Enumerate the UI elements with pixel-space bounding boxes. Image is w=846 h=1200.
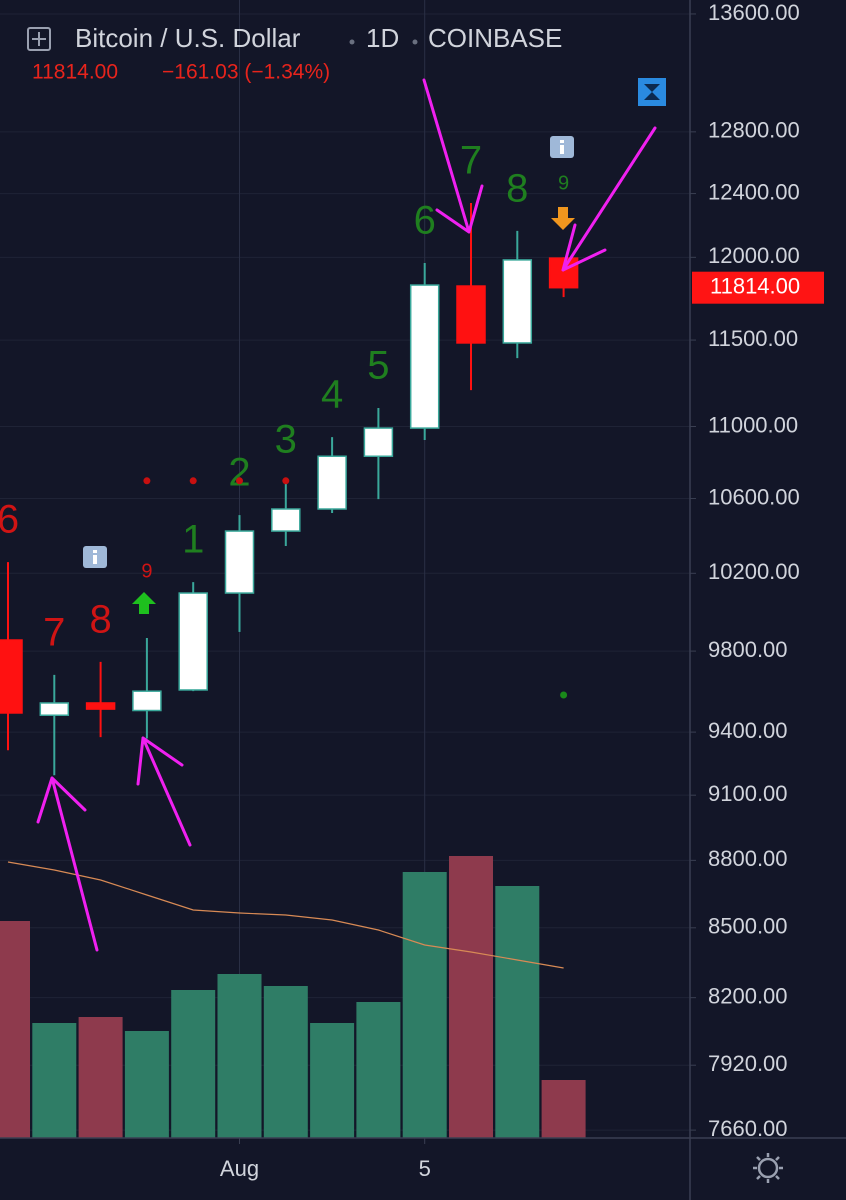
candles	[0, 202, 579, 776]
buy-arrow	[132, 592, 156, 614]
td-count: 6	[414, 199, 436, 243]
hourglass-icon[interactable]	[638, 78, 666, 106]
y-tick-label: 10600.00	[708, 484, 800, 509]
interval: 1D	[366, 23, 399, 53]
y-tick-label: 9400.00	[708, 718, 788, 743]
td-count: 3	[275, 417, 297, 461]
x-tick-label: Aug	[220, 1156, 259, 1181]
y-tick-label: 12400.00	[708, 179, 800, 204]
annotation-arrows	[36, 78, 657, 952]
td-support-dot	[560, 691, 568, 699]
candle-body	[456, 285, 486, 344]
candle-body	[409, 284, 440, 429]
volume-bar	[402, 872, 447, 1138]
td-count: 7	[460, 139, 482, 183]
y-tick-label: 7920.00	[708, 1051, 788, 1076]
td-count: 8	[89, 597, 111, 641]
y-tick-label: 11500.00	[708, 326, 798, 351]
y-tick-label: 8200.00	[708, 983, 788, 1008]
y-tick-label: 7660.00	[708, 1116, 788, 1141]
last-price-label: 11814.00	[710, 274, 800, 299]
candle-body	[317, 455, 347, 510]
exchange: COINBASE	[428, 23, 562, 53]
separator-dot	[412, 39, 418, 45]
last-price-badge	[692, 271, 824, 304]
volume-bar	[310, 1023, 355, 1138]
volume-bar	[356, 1002, 401, 1138]
volume-bar	[0, 921, 30, 1138]
td-resistance-dot	[236, 477, 243, 485]
price-change: −161.03 (−1.34%)	[162, 61, 330, 84]
td-count: 1	[182, 518, 204, 562]
candle-body	[85, 702, 116, 710]
chart-title: Bitcoin / U.S. Dollar	[75, 23, 301, 53]
candle-body	[224, 530, 255, 594]
y-tick-label: 13600.00	[708, 0, 800, 25]
td-count: 7	[43, 610, 65, 654]
volume-bar	[449, 856, 493, 1138]
td-count: 5	[367, 344, 389, 388]
y-tick-label: 9100.00	[708, 781, 788, 806]
candle-body	[178, 592, 208, 691]
volume-bar	[541, 1080, 586, 1138]
y-tick-label: 8500.00	[708, 914, 788, 939]
y-tick-label: 8800.00	[708, 846, 788, 871]
td-count: 6	[0, 498, 19, 542]
y-tick-label: 12800.00	[708, 118, 800, 143]
sell-arrow	[551, 207, 575, 230]
price-axis: 13600.00 12800.00 12400.00 12000.00 11500.00…	[220, 0, 824, 1181]
volume-bar	[124, 1031, 169, 1138]
last-price: 11814.00	[32, 61, 118, 84]
volume-bar	[78, 1017, 123, 1138]
y-tick-label: 11000.00	[708, 412, 798, 437]
candle-body	[502, 259, 533, 344]
candle-body	[0, 639, 23, 714]
settings-icon[interactable]	[753, 1153, 783, 1183]
candle-body	[271, 508, 301, 532]
volume-bar	[171, 990, 216, 1138]
td-resistance-dot	[143, 477, 151, 485]
td-count: 2	[228, 451, 250, 495]
td-count: 9	[558, 173, 569, 195]
td-count: 4	[321, 373, 343, 417]
td-resistance-dot	[189, 477, 197, 485]
add-symbol-icon[interactable]	[27, 27, 51, 51]
y-tick-label: 12000.00	[708, 243, 800, 268]
volume-bar	[495, 886, 540, 1138]
volume-ma-line	[7, 861, 564, 969]
separator-dot	[349, 39, 355, 45]
candle-body	[132, 690, 162, 712]
info-icon[interactable]	[550, 136, 574, 158]
td-count: 9	[141, 560, 152, 582]
y-tick-label: 10200.00	[708, 559, 800, 584]
candle-body	[39, 702, 70, 716]
volume-bar	[32, 1023, 77, 1138]
volume-pane	[0, 856, 586, 1138]
x-tick-label: 5	[419, 1156, 431, 1181]
info-icon[interactable]	[83, 546, 107, 568]
candle-body	[363, 427, 394, 457]
td-count: 8	[506, 166, 528, 210]
y-tick-label: 9800.00	[708, 637, 788, 662]
td-resistance-dot	[282, 477, 290, 485]
volume-bar	[263, 986, 308, 1138]
volume-bar	[217, 974, 262, 1138]
